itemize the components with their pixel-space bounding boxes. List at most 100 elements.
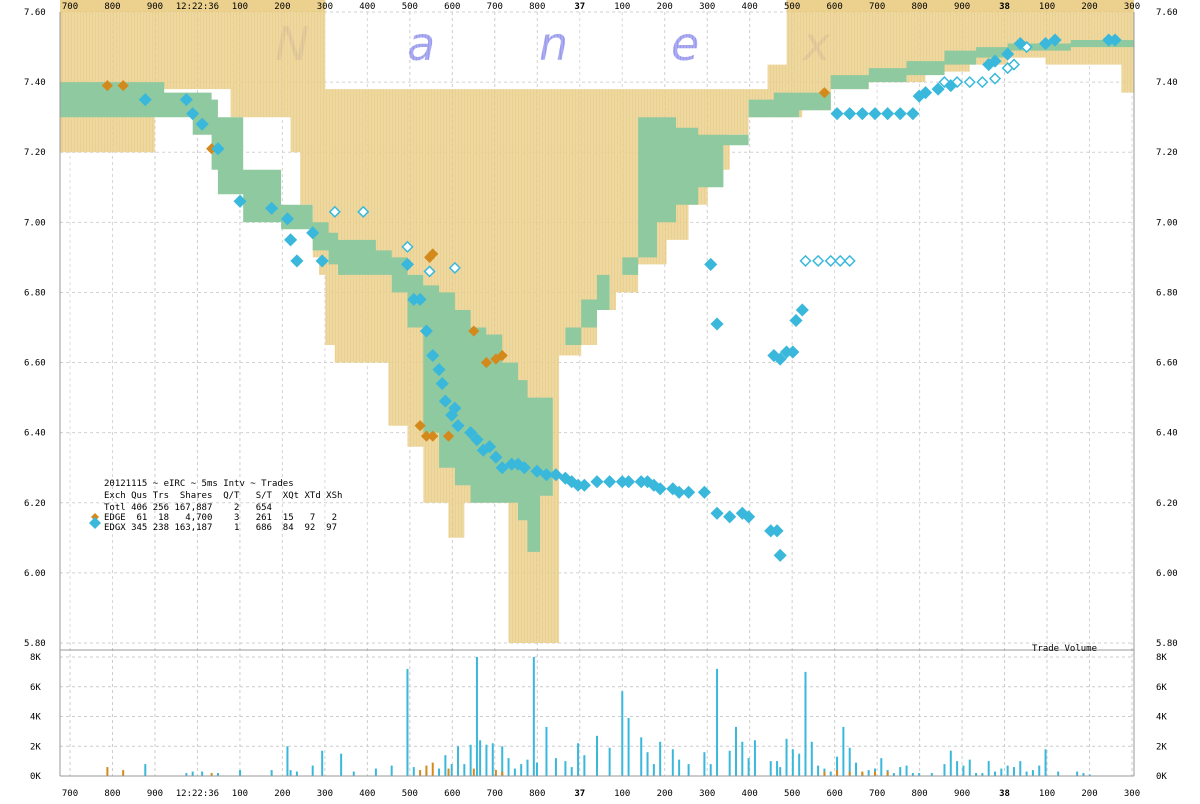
edgx-volume-bar (987, 761, 990, 776)
top-tick-label: 200 (274, 2, 290, 12)
edgx-volume-bar (981, 773, 984, 776)
edgx-trade (284, 233, 298, 247)
edgx-volume-bar (1006, 765, 1009, 776)
quote-marker (938, 76, 951, 89)
edgx-trade (773, 352, 787, 366)
volume-label: Trade Volume (1032, 644, 1097, 654)
legend-row-edgx: EDGX 345 238 163,187 1 686 84 92 97 (104, 523, 337, 533)
edgx-volume-bar (570, 767, 573, 776)
edgx-volume-bar (687, 764, 690, 776)
quote-marker (799, 254, 812, 267)
edgx-volume-bar (728, 750, 731, 776)
edgx-volume-bar (475, 657, 478, 776)
spread-range (60, 40, 1134, 552)
edgx-trade (432, 363, 446, 377)
edgx-trade (710, 506, 724, 520)
top-tick-label: 200 (657, 2, 673, 12)
edgx-trade (682, 485, 696, 499)
bottom-tick-label: 200 (657, 789, 673, 799)
edge-volume-bar (494, 770, 497, 776)
edgx-volume-bar (535, 762, 538, 776)
edgx-volume-bar (747, 758, 750, 776)
bottom-tick-label: 500 (784, 789, 800, 799)
bottom-tick-label: 100 (614, 789, 630, 799)
edgx-trade (988, 54, 1002, 68)
edgx-trade (186, 107, 200, 121)
left-price-label: 7.20 (24, 148, 46, 158)
edgx-volume-bar (321, 750, 324, 776)
edgx-volume-bar (880, 758, 883, 776)
edgx-volume-bar (848, 747, 851, 776)
edgx-volume-bar (1031, 770, 1034, 776)
watermark-letter: e (671, 17, 699, 71)
left-price-label: 7.40 (24, 78, 46, 88)
edgx-trade (448, 401, 462, 415)
edgx-trade (464, 426, 478, 440)
edge-volume-bar (122, 770, 125, 776)
edgx-trade (704, 257, 718, 271)
edgx-volume-bar (185, 773, 188, 776)
edgx-volume-bar (191, 771, 194, 776)
edgx-trade (413, 292, 427, 307)
left-volume-label: 8K (30, 653, 41, 663)
edgx-volume-bar (1000, 768, 1003, 776)
top-tick-label: 200 (1081, 2, 1097, 12)
edge-volume-bar (425, 765, 428, 776)
quote-marker (401, 240, 414, 253)
bottom-tick-label: 400 (742, 789, 758, 799)
edge-volume-bar (472, 768, 475, 776)
edgx-trade (672, 485, 686, 499)
top-tick-label: 900 (147, 2, 163, 12)
edgx-trade (742, 510, 756, 524)
edge-volume-bar (836, 770, 839, 776)
right-price-label: 5.80 (1156, 639, 1178, 649)
edgx-volume-bar (962, 765, 965, 776)
edgx-volume-bar (1044, 749, 1047, 776)
legend-row-edge: EDGE 61 18 4,700 3 261 15 7 2 (104, 513, 337, 523)
edgx-trade (697, 485, 711, 499)
edgx-trade (881, 107, 895, 121)
edgx-trade (931, 82, 945, 96)
edgx-volume-bar (640, 737, 643, 776)
edgx-trade (558, 471, 572, 485)
edgx-trade (426, 348, 440, 363)
left-volume-label: 4K (30, 713, 41, 723)
left-price-label: 6.60 (24, 359, 46, 369)
right-price-label: 6.20 (1156, 499, 1178, 509)
legend-header: Exch Qus Trs Shares Q/T S/T XQt XTd XSh (104, 491, 342, 501)
bottom-tick-label: 900 (954, 789, 970, 799)
edge-volume-bar (823, 771, 826, 776)
edgx-volume-bar (855, 762, 858, 776)
edgx-volume-bar (943, 764, 946, 776)
edge-volume-bar (873, 771, 876, 776)
edgx-trade (795, 303, 809, 317)
left-price-label: 7.00 (24, 218, 46, 228)
left-price-label: 6.40 (24, 429, 46, 439)
edgx-volume-bar (899, 767, 902, 776)
left-volume-label: 6K (30, 683, 41, 693)
bottom-tick-label: 700 (487, 789, 503, 799)
edgx-trade (622, 475, 636, 489)
spread-bars (60, 40, 1134, 552)
right-volume-label: 8K (1156, 653, 1167, 663)
edgx-trade (179, 93, 193, 107)
top-tick-label: 300 (317, 2, 333, 12)
edgx-volume-bar (867, 770, 870, 776)
edge-trade (414, 420, 426, 432)
right-volume-label: 6K (1156, 683, 1167, 693)
edgx-volume-bar (596, 735, 598, 776)
edgx-trade (918, 86, 933, 100)
edgx-volume-bar (1057, 771, 1060, 776)
right-price-label: 7.00 (1156, 218, 1178, 228)
edge-volume-bar (848, 771, 851, 776)
quote-marker (423, 265, 436, 278)
edgx-volume-bar (1012, 767, 1015, 776)
edgx-volume-bar (905, 765, 908, 776)
bottom-tick-label: 800 (911, 789, 927, 799)
edgx-volume-bar (501, 746, 504, 776)
edgx-trade (666, 482, 680, 496)
edge-trade (101, 80, 113, 92)
quote-marker (1007, 58, 1021, 71)
edgx-volume-bar (918, 773, 921, 776)
